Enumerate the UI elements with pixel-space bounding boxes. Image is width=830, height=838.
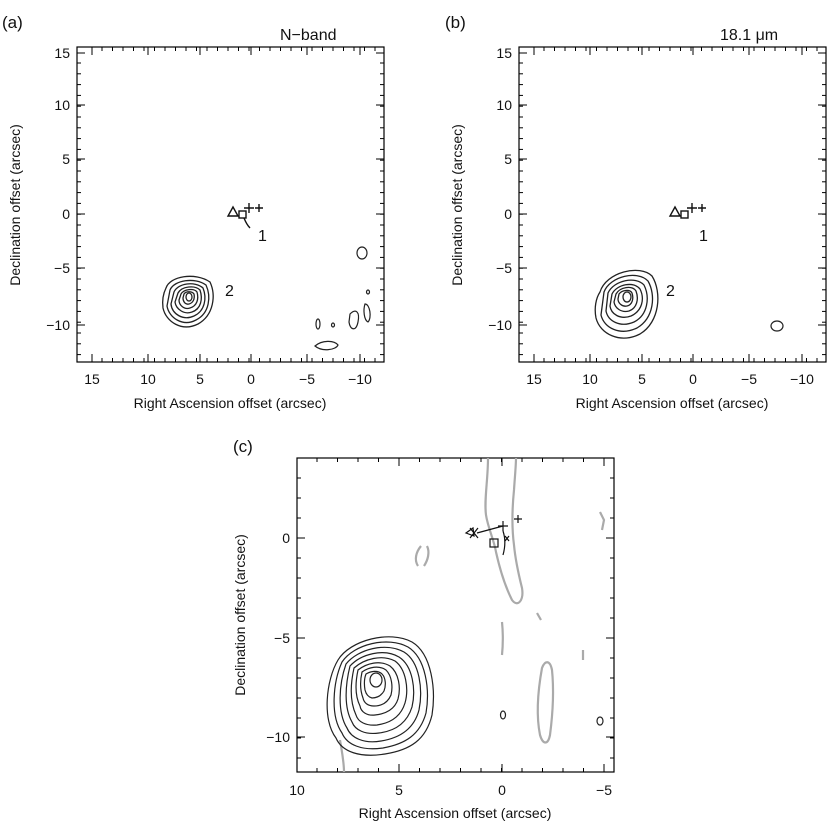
plus-marker-icon xyxy=(255,204,263,212)
panel-c-source2-contours xyxy=(326,636,434,756)
panel-b-ylabel: Declination offset (arcsec) xyxy=(449,124,465,286)
panel-a-xtick: 10 xyxy=(140,371,156,387)
panel-b-source-1-label: 1 xyxy=(699,228,708,245)
panel-a-ytick: −5 xyxy=(54,260,70,276)
panel-b-ytick: −5 xyxy=(496,260,512,276)
panel-b: (b) 18.1 μm 15 10 5 0 −5 −10 15 10 5 0 −… xyxy=(445,13,827,411)
panel-b-label: (b) xyxy=(445,13,466,32)
panel-c-source1-markers xyxy=(464,515,522,556)
panel-c-noise-contours xyxy=(499,710,604,726)
square-marker-icon xyxy=(238,210,247,219)
plus-marker-icon xyxy=(698,204,706,212)
panel-b-xtick: 0 xyxy=(689,371,697,387)
panel-a-source-2-label: 2 xyxy=(225,283,234,300)
panel-b-source1-markers xyxy=(668,203,706,219)
panel-c: (c) 10 5 0 −5 0 −5 −10 Right Ascension o… xyxy=(232,437,615,821)
panel-b-ytick: 10 xyxy=(496,97,512,113)
panel-a-xtick: 5 xyxy=(196,371,204,387)
panel-a-ticks xyxy=(77,47,384,362)
panel-a: (a) N−band 15 10 5 0 −5 −10 15 10 5 0 −5… xyxy=(2,13,385,411)
panel-a-ytick: 10 xyxy=(54,97,70,113)
plus-marker-icon xyxy=(687,203,697,213)
panel-a-xtick: −5 xyxy=(299,371,315,387)
panel-a-ytick: 5 xyxy=(62,151,70,167)
panel-a-ytick: 0 xyxy=(62,206,70,222)
panel-a-source2-contours xyxy=(161,275,214,328)
panel-a-xtick: 15 xyxy=(84,371,100,387)
panel-b-ytick: 15 xyxy=(496,45,512,61)
panel-a-ytick: −10 xyxy=(46,317,70,333)
panel-c-frame xyxy=(296,457,615,773)
cross-marker-icon xyxy=(504,535,510,542)
panel-b-xtick: 15 xyxy=(526,371,542,387)
panel-a-noise-contours xyxy=(314,246,371,351)
square-marker-icon xyxy=(680,210,689,219)
panel-a-source-1-label: 1 xyxy=(258,228,267,245)
panel-a-band-label: N−band xyxy=(280,27,337,44)
panel-c-xtick: 10 xyxy=(289,782,305,798)
panel-c-grey-contours xyxy=(338,457,606,773)
panel-b-xlabel: Right Ascension offset (arcsec) xyxy=(576,395,769,411)
cross-marker-icon xyxy=(469,527,479,539)
panel-b-ytick: −10 xyxy=(488,317,512,333)
panel-c-label: (c) xyxy=(233,437,253,456)
panel-b-ytick: 0 xyxy=(504,206,512,222)
panel-a-frame xyxy=(76,46,385,363)
panel-a-ylabel: Declination offset (arcsec) xyxy=(7,124,23,286)
panel-c-xtick: 0 xyxy=(498,782,506,798)
panel-b-ytick: 5 xyxy=(504,151,512,167)
panel-c-xlabel: Right Ascension offset (arcsec) xyxy=(359,805,552,821)
panel-a-xlabel: Right Ascension offset (arcsec) xyxy=(134,395,327,411)
panel-c-xtick: −5 xyxy=(596,782,612,798)
panel-c-ticks xyxy=(296,458,614,772)
square-marker-icon xyxy=(489,538,499,548)
panel-b-xtick: −5 xyxy=(741,371,757,387)
triangle-marker-icon xyxy=(668,205,682,217)
panel-b-xtick: 10 xyxy=(582,371,598,387)
panel-b-xtick: 5 xyxy=(638,371,646,387)
panel-a-label: (a) xyxy=(2,13,23,32)
panel-b-band-label: 18.1 μm xyxy=(720,27,778,44)
panel-a-xtick: −10 xyxy=(348,371,372,387)
panel-a-ytick: 15 xyxy=(54,45,70,61)
panel-a-source1-markers xyxy=(226,203,263,229)
panel-b-source2-contours xyxy=(594,269,659,339)
panel-b-frame xyxy=(518,46,827,363)
plus-marker-icon xyxy=(514,515,522,523)
triangle-marker-icon xyxy=(226,205,240,217)
panel-c-xtick: 5 xyxy=(395,782,403,798)
panel-c-ytick: −5 xyxy=(274,630,290,646)
plus-marker-icon xyxy=(244,203,254,213)
panel-c-ylabel: Declination offset (arcsec) xyxy=(232,534,248,696)
panel-c-ytick: 0 xyxy=(282,530,290,546)
panel-c-ytick: −10 xyxy=(266,729,290,745)
panel-b-noise-contours xyxy=(770,320,784,332)
panel-b-xtick: −10 xyxy=(790,371,814,387)
panel-b-ticks xyxy=(519,47,826,362)
panel-a-xtick: 0 xyxy=(247,371,255,387)
panel-b-source-2-label: 2 xyxy=(666,283,675,300)
